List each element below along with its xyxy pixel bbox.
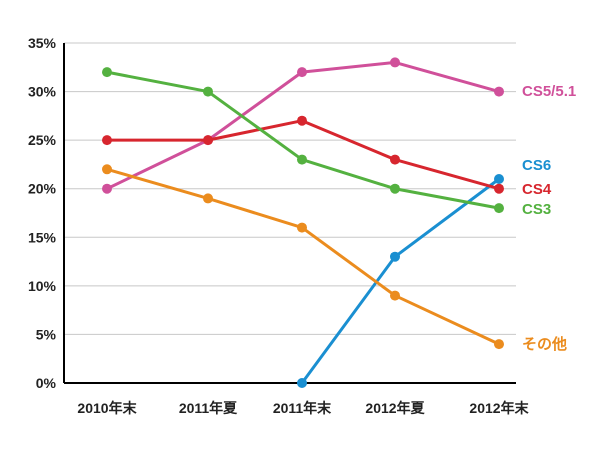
series-label: その他 (522, 335, 567, 353)
data-point (494, 174, 504, 184)
series-label: CS3 (522, 201, 551, 218)
data-point (297, 67, 307, 78)
axis-layer: 0% 5% 10% 15% 20% 25% 30% 35% 2010年末 2011年夏 2011年末… (28, 35, 530, 416)
y-tick-label: 15% (28, 229, 57, 245)
series-line (300, 177, 501, 385)
y-tick-label: 20% (28, 181, 57, 197)
data-point (297, 115, 307, 126)
y-tick-label: 0% (36, 375, 57, 391)
data-point (203, 86, 213, 97)
x-tick-label: 2012年末 (469, 400, 529, 416)
x-tick-label: 2010年末 (77, 400, 137, 416)
y-tick-label: 30% (28, 84, 57, 100)
y-tick-label: 10% (28, 278, 57, 294)
data-point (494, 183, 504, 194)
y-tick-label: 35% (28, 35, 57, 51)
x-tick-label: 2012年夏 (365, 400, 425, 416)
data-point (494, 86, 504, 97)
data-point (102, 67, 112, 78)
series-CS4 (102, 115, 504, 194)
data-point (494, 203, 504, 214)
data-point (203, 193, 213, 204)
x-tick-label: 2011年末 (273, 400, 332, 416)
series-CS6 (297, 174, 504, 388)
data-point (390, 154, 400, 165)
data-point (390, 57, 400, 68)
x-tick-label: 2011年夏 (179, 400, 238, 416)
series-label: CS6 (522, 157, 551, 174)
series-line (105, 167, 501, 346)
data-point (494, 339, 504, 350)
data-point (297, 154, 307, 165)
data-point (102, 183, 112, 194)
data-point (203, 135, 213, 146)
y-tick-label: 25% (28, 132, 57, 148)
series-その他 (102, 164, 504, 350)
data-point (297, 378, 307, 388)
series-CS3 (102, 67, 504, 214)
data-point (297, 222, 307, 233)
grid-layer (64, 42, 516, 335)
data-point (390, 290, 400, 301)
label-layer: CS5/5.1 CS6 CS4 CS3 その他 (522, 83, 576, 353)
series-label: CS4 (522, 181, 552, 198)
data-point (390, 183, 400, 194)
y-tick-label: 5% (36, 326, 57, 342)
data-point (102, 164, 112, 175)
data-point (102, 135, 112, 146)
series-layer (102, 57, 504, 388)
data-point (390, 251, 400, 262)
series-label: CS5/5.1 (522, 83, 576, 100)
